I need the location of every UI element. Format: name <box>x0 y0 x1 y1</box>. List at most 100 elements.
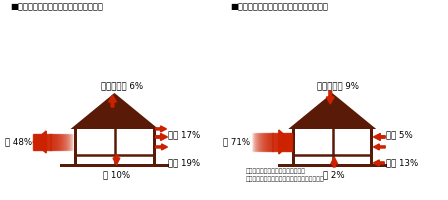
FancyArrow shape <box>374 133 385 140</box>
Bar <box>35 134 36 150</box>
Bar <box>259 133 260 151</box>
Bar <box>41 134 42 150</box>
Text: 屋根・天井 9%: 屋根・天井 9% <box>317 81 359 90</box>
Bar <box>54 134 55 150</box>
Bar <box>291 133 292 151</box>
Bar <box>40 134 41 150</box>
Text: 外壁 19%: 外壁 19% <box>168 158 201 167</box>
Bar <box>267 133 268 151</box>
Bar <box>289 133 290 151</box>
Text: 換気 17%: 換気 17% <box>168 130 201 139</box>
Bar <box>257 133 258 151</box>
Bar <box>56 134 58 150</box>
Text: ■夏の冷房時の熱が外部から侵入する割合: ■夏の冷房時の熱が外部から侵入する割合 <box>230 2 328 11</box>
Bar <box>290 133 291 151</box>
Polygon shape <box>289 93 376 129</box>
Bar <box>58 134 59 150</box>
Bar <box>268 133 269 151</box>
Bar <box>70 134 71 150</box>
Polygon shape <box>70 93 159 129</box>
Bar <box>258 133 259 151</box>
Text: 「住宅の次世代省エネルギー基準と指针」より: 「住宅の次世代省エネルギー基準と指针」より <box>246 176 325 182</box>
Bar <box>46 134 47 150</box>
Bar <box>38 134 39 150</box>
Bar <box>69 134 70 150</box>
Bar <box>279 133 280 151</box>
Bar <box>43 134 44 150</box>
Bar <box>51 134 52 150</box>
Bar <box>64 134 65 150</box>
Bar <box>287 133 288 151</box>
Bar <box>253 133 254 151</box>
Bar <box>255 133 256 151</box>
Bar <box>266 133 267 151</box>
FancyArrow shape <box>155 144 168 150</box>
Bar <box>39 134 40 150</box>
Bar <box>271 133 272 151</box>
Text: 外壁 13%: 外壁 13% <box>386 158 418 167</box>
Bar <box>276 133 277 151</box>
Text: （財）建築環境・省エネルギー機構: （財）建築環境・省エネルギー機構 <box>246 168 306 174</box>
Bar <box>264 133 265 151</box>
Bar <box>282 133 283 151</box>
Bar <box>47 134 48 150</box>
Bar <box>36 134 37 150</box>
Bar <box>251 133 252 151</box>
Bar <box>252 133 253 151</box>
Bar <box>273 133 275 151</box>
Bar <box>286 133 287 151</box>
Text: 窓 71%: 窓 71% <box>223 137 250 146</box>
Bar <box>265 133 267 151</box>
Bar <box>284 133 285 151</box>
Bar <box>269 133 271 151</box>
Bar <box>59 134 60 150</box>
FancyArrow shape <box>374 160 384 166</box>
Text: 床 10%: 床 10% <box>103 170 130 180</box>
FancyArrow shape <box>331 157 338 167</box>
Bar <box>285 133 286 151</box>
Bar <box>49 134 51 150</box>
FancyArrow shape <box>33 131 46 153</box>
Bar <box>256 133 257 151</box>
Bar <box>262 133 263 151</box>
Bar <box>281 133 282 151</box>
Bar <box>52 134 54 150</box>
Bar <box>275 133 276 151</box>
Bar <box>71 134 72 150</box>
Bar <box>45 134 47 150</box>
FancyArrow shape <box>326 91 334 104</box>
Bar <box>272 133 274 151</box>
Text: 換気 5%: 換気 5% <box>386 130 413 139</box>
Bar <box>55 134 56 150</box>
Bar <box>276 133 278 151</box>
Bar <box>68 134 69 150</box>
Text: 窓 48%: 窓 48% <box>5 137 32 146</box>
FancyArrow shape <box>108 95 116 107</box>
Bar <box>48 134 50 150</box>
Bar <box>260 133 261 151</box>
Bar <box>72 134 73 150</box>
FancyArrow shape <box>155 133 168 140</box>
Bar <box>263 133 264 151</box>
Bar <box>254 133 255 151</box>
Bar <box>61 134 62 150</box>
Bar <box>34 134 35 150</box>
Bar <box>288 133 289 151</box>
Text: ■冬の暑房時の熱が外部に損失する割合: ■冬の暑房時の熱が外部に損失する割合 <box>10 2 103 11</box>
Bar <box>65 134 66 150</box>
Bar <box>283 133 284 151</box>
Text: 屋根・天井 6%: 屋根・天井 6% <box>101 81 143 90</box>
Bar <box>278 133 279 151</box>
Bar <box>42 134 43 150</box>
FancyArrow shape <box>155 126 167 132</box>
FancyArrow shape <box>113 155 120 165</box>
Bar <box>261 133 262 151</box>
Bar <box>44 134 45 150</box>
Text: 床 2%: 床 2% <box>323 170 345 180</box>
Bar <box>67 134 68 150</box>
Bar <box>60 134 61 150</box>
FancyArrow shape <box>279 130 292 154</box>
Bar <box>63 134 64 150</box>
Bar <box>73 134 74 150</box>
Bar <box>56 134 57 150</box>
